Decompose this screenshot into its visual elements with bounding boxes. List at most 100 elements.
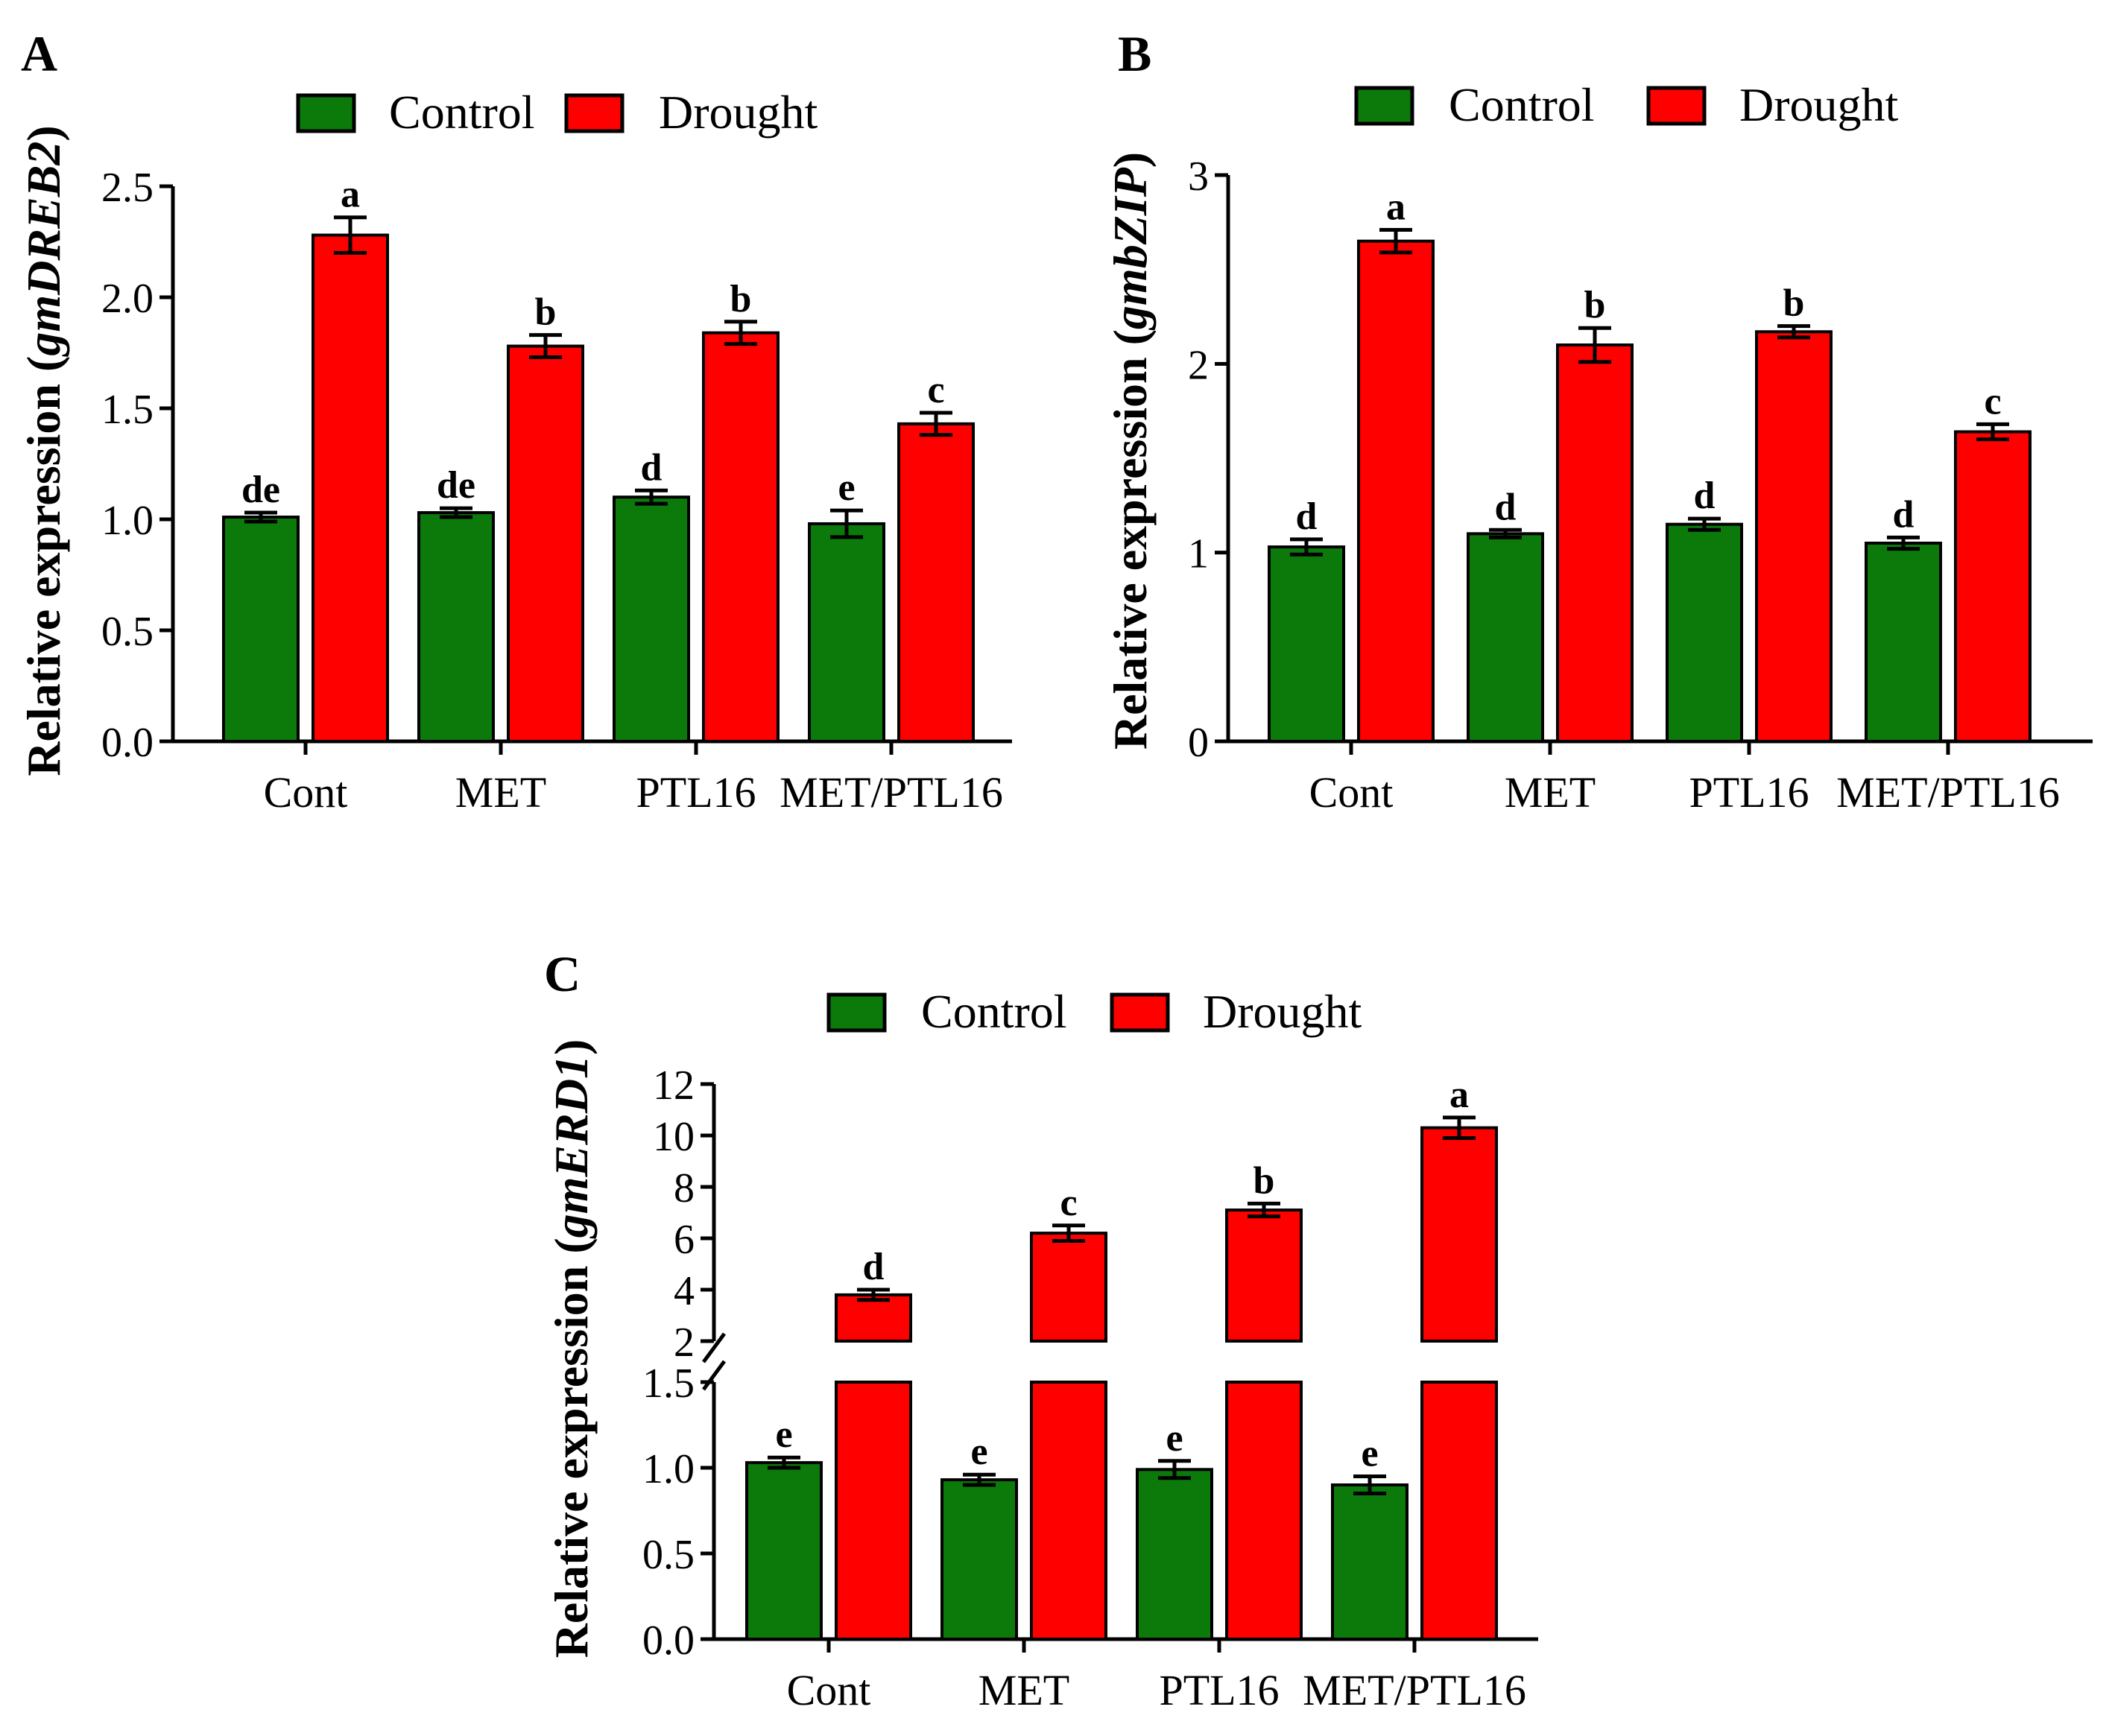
control-bar	[745, 1461, 823, 1641]
y-tick-label: 4	[674, 1268, 695, 1314]
axis-break-mark	[701, 1360, 727, 1391]
y-tick-label: 1.5	[642, 1360, 695, 1407]
significance-letter: e	[1166, 1417, 1183, 1460]
drought-bar-upper	[1420, 1126, 1498, 1343]
y-tick-label: 1	[1188, 531, 1209, 577]
significance-letter: d	[1893, 493, 1915, 536]
legend-c: Control Drought	[826, 985, 1362, 1038]
y-tick-label: 3	[1188, 153, 1209, 200]
drought-bar-upper	[1225, 1208, 1303, 1343]
significance-letter: c	[1984, 380, 2001, 422]
drought-bar-lower	[1420, 1381, 1498, 1641]
significance-letter: b	[1783, 282, 1805, 325]
drought-bar-lower	[1030, 1381, 1107, 1641]
x-tick-label: MET/PTL16	[1303, 1666, 1526, 1714]
x-tick-label: Cont	[264, 768, 348, 817]
control-bar	[1331, 1483, 1408, 1641]
significance-letter: a	[1449, 1074, 1469, 1116]
y-tick-label: 2.0	[101, 276, 154, 322]
y-tick-label: 2	[674, 1320, 695, 1366]
x-tick-label: MET/PTL16	[780, 768, 1003, 817]
significance-letter: c	[927, 369, 944, 411]
control-bar	[1865, 542, 1942, 743]
y-tick-label: 10	[653, 1114, 695, 1160]
drought-bar-lower	[835, 1381, 912, 1641]
y-tick-label: 8	[674, 1165, 695, 1211]
x-tick-label: MET	[978, 1666, 1069, 1714]
x-tick-label: PTL16	[1159, 1666, 1279, 1714]
control-bar	[222, 516, 300, 744]
control-bar	[417, 511, 495, 743]
x-tick-label: Cont	[787, 1666, 871, 1714]
significance-letter: d	[1296, 495, 1318, 538]
significance-letter: b	[1584, 284, 1606, 326]
control-bar	[1268, 545, 1345, 743]
control-bar	[613, 495, 690, 743]
drought-bar	[897, 422, 975, 743]
chart-panel-b: 0 1 2 3 Cont d a MET d b PTL16 d b MET/PTL16 d c	[1188, 153, 2093, 817]
control-bar	[1666, 522, 1743, 744]
y-tick-label: 2	[1188, 342, 1209, 388]
y-tick-label: 0.0	[642, 1618, 695, 1664]
control-bar	[1467, 532, 1544, 743]
drought-bar	[312, 233, 389, 743]
x-tick-label: MET/PTL16	[1836, 768, 2060, 817]
drought-bar	[702, 331, 780, 743]
x-tick-label: MET	[1505, 768, 1596, 817]
significance-letter: e	[838, 466, 855, 509]
y-tick-label: 6	[674, 1217, 695, 1263]
significance-letter: de	[437, 464, 475, 507]
legend-label-drought: Drought	[1739, 78, 1899, 131]
y-tick-label: 0	[1188, 720, 1209, 766]
drought-bar	[1755, 330, 1833, 743]
significance-letter: d	[1694, 475, 1716, 517]
significance-letter: e	[775, 1413, 792, 1456]
y-tick-label: 1.5	[101, 387, 154, 433]
legend-label-control: Control	[1449, 78, 1595, 131]
significance-letter: de	[241, 469, 280, 511]
drought-bar-lower	[1225, 1381, 1303, 1641]
legend-label-control: Control	[921, 985, 1067, 1038]
y-tick-label: 0.0	[101, 720, 154, 766]
x-tick-label: MET	[455, 768, 546, 817]
significance-letter: a	[341, 174, 360, 216]
y-tick-label: 12	[653, 1062, 695, 1109]
y-tick-label: 1.0	[101, 498, 154, 544]
panel-label-b: B	[1118, 25, 1151, 82]
legend-swatch-drought	[1110, 992, 1170, 1033]
legend-swatch-drought	[564, 93, 625, 133]
drought-bar	[1556, 343, 1634, 743]
significance-letter: b	[535, 291, 557, 334]
significance-letter: c	[1060, 1182, 1077, 1224]
legend-swatch-control	[826, 992, 887, 1033]
legend-label-drought: Drought	[1203, 985, 1362, 1038]
y-tick-label: 0.5	[101, 609, 154, 655]
significance-letter: b	[730, 278, 752, 320]
y-axis-title-a: Relative expression (gmDREB2)	[17, 125, 70, 776]
x-tick-label: PTL16	[1689, 768, 1809, 817]
y-tick-label: 2.5	[101, 165, 154, 211]
axis-break-mark	[701, 1332, 727, 1363]
control-bar	[808, 522, 885, 744]
significance-letter: d	[641, 446, 663, 489]
x-tick-label: PTL16	[636, 768, 756, 817]
significance-letter: d	[863, 1246, 885, 1288]
panel-label-c: C	[544, 945, 581, 1002]
y-axis-title-b: Relative expression (gmbZIP)	[1104, 152, 1157, 750]
drought-bar	[1954, 430, 2032, 743]
chart-panel-a: 0.0 0.5 1.0 1.5 2.0 2.5 Cont de a MET de b PTL16 d b ME…	[101, 165, 1012, 817]
legend-b: Control Drought	[1354, 78, 1899, 131]
panel-label-a: A	[21, 25, 57, 82]
drought-bar	[507, 344, 584, 743]
legend-swatch-control	[296, 93, 356, 133]
y-axis-title-c: Relative expression (gmERD1)	[545, 1039, 598, 1659]
control-bar	[940, 1478, 1018, 1641]
legend-swatch-control	[1354, 86, 1414, 126]
legend-label-control: Control	[389, 86, 535, 139]
significance-letter: e	[970, 1431, 987, 1473]
drought-bar	[1357, 239, 1435, 743]
legend-label-drought: Drought	[659, 86, 818, 139]
y-tick-label: 1.0	[642, 1446, 695, 1492]
y-tick-label: 0.5	[642, 1532, 695, 1578]
